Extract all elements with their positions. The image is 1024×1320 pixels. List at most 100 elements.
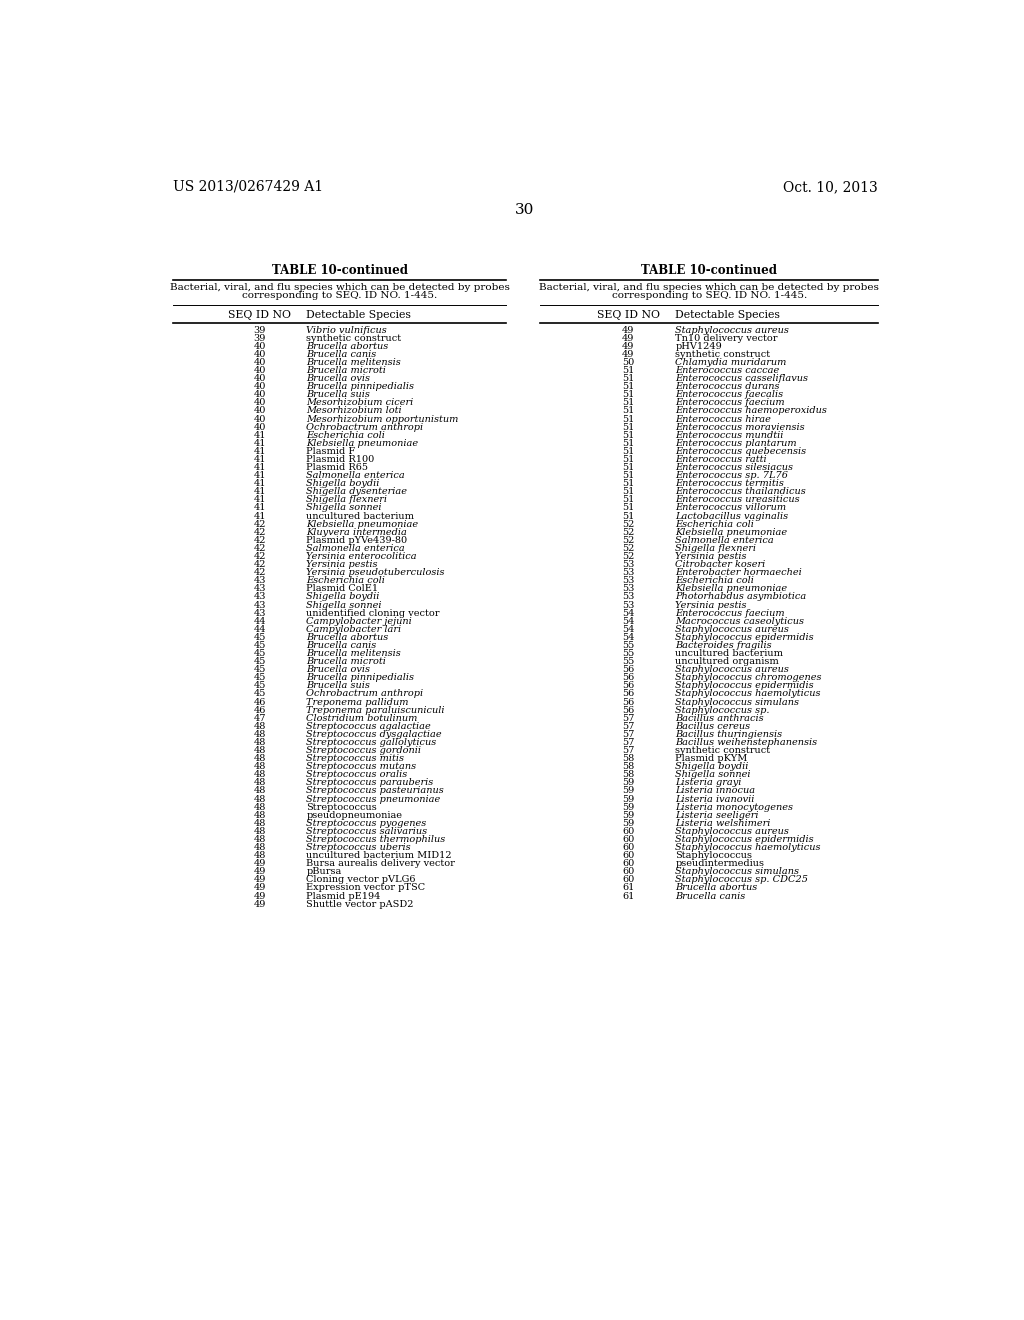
Text: 48: 48	[253, 810, 266, 820]
Text: Enterobacter hormaechei: Enterobacter hormaechei	[676, 568, 802, 577]
Text: pseudintermedius: pseudintermedius	[676, 859, 765, 869]
Text: 53: 53	[622, 585, 634, 593]
Text: Enterococcus quebecensis: Enterococcus quebecensis	[676, 447, 807, 455]
Text: 43: 43	[253, 609, 266, 618]
Text: 57: 57	[622, 722, 634, 731]
Text: Staphylococcus aureus: Staphylococcus aureus	[676, 665, 790, 675]
Text: 54: 54	[622, 632, 634, 642]
Text: 56: 56	[622, 673, 634, 682]
Text: Brucella ovis: Brucella ovis	[306, 374, 371, 383]
Text: 51: 51	[622, 414, 634, 424]
Text: Brucella microti: Brucella microti	[306, 657, 386, 667]
Text: 40: 40	[253, 374, 266, 383]
Text: 49: 49	[622, 334, 634, 343]
Text: 48: 48	[253, 843, 266, 851]
Text: 53: 53	[622, 601, 634, 610]
Text: 51: 51	[622, 438, 634, 447]
Text: Streptococcus agalactiae: Streptococcus agalactiae	[306, 722, 431, 731]
Text: Enterococcus sp. 7L76: Enterococcus sp. 7L76	[676, 471, 788, 480]
Text: 48: 48	[253, 818, 266, 828]
Text: uncultured organism: uncultured organism	[676, 657, 779, 667]
Text: 48: 48	[253, 738, 266, 747]
Text: Staphylococcus simulans: Staphylococcus simulans	[676, 867, 800, 876]
Text: Bacillus anthracis: Bacillus anthracis	[676, 714, 764, 722]
Text: SEQ ID NO: SEQ ID NO	[228, 310, 291, 319]
Text: 42: 42	[253, 528, 266, 537]
Text: synthetic construct: synthetic construct	[676, 350, 771, 359]
Text: 45: 45	[253, 657, 266, 667]
Text: 41: 41	[253, 471, 266, 480]
Text: Streptococcus gallolyticus: Streptococcus gallolyticus	[306, 738, 436, 747]
Text: 41: 41	[253, 512, 266, 520]
Text: 42: 42	[253, 568, 266, 577]
Text: Bacterial, viral, and flu species which can be detected by probes: Bacterial, viral, and flu species which …	[170, 284, 510, 292]
Text: 43: 43	[253, 577, 266, 585]
Text: Plasmid R65: Plasmid R65	[306, 463, 369, 473]
Text: Photorhabdus asymbiotica: Photorhabdus asymbiotica	[676, 593, 807, 602]
Text: 40: 40	[253, 383, 266, 391]
Text: Escherichia coli: Escherichia coli	[306, 430, 385, 440]
Text: 51: 51	[622, 503, 634, 512]
Text: 53: 53	[622, 577, 634, 585]
Text: Enterococcus moraviensis: Enterococcus moraviensis	[676, 422, 805, 432]
Text: Listeria monocytogenes: Listeria monocytogenes	[676, 803, 794, 812]
Text: Brucella melitensis: Brucella melitensis	[306, 358, 401, 367]
Text: 52: 52	[622, 544, 634, 553]
Text: Treponema paraluiscuniculi: Treponema paraluiscuniculi	[306, 706, 444, 714]
Text: 59: 59	[622, 787, 634, 796]
Text: 43: 43	[253, 593, 266, 602]
Text: Brucella canis: Brucella canis	[676, 891, 745, 900]
Text: 43: 43	[253, 585, 266, 593]
Text: 49: 49	[253, 875, 266, 884]
Text: 41: 41	[253, 455, 266, 463]
Text: Plasmid F: Plasmid F	[306, 447, 355, 455]
Text: 48: 48	[253, 730, 266, 739]
Text: 45: 45	[253, 689, 266, 698]
Text: 56: 56	[622, 706, 634, 714]
Text: Citrobacter koseri: Citrobacter koseri	[676, 560, 766, 569]
Text: pHV1249: pHV1249	[676, 342, 722, 351]
Text: 54: 54	[622, 616, 634, 626]
Text: Streptococcus dysgalactiae: Streptococcus dysgalactiae	[306, 730, 442, 739]
Text: US 2013/0267429 A1: US 2013/0267429 A1	[173, 180, 324, 194]
Text: Listeria ivanovii: Listeria ivanovii	[676, 795, 755, 804]
Text: 51: 51	[622, 422, 634, 432]
Text: Tn10 delivery vector: Tn10 delivery vector	[676, 334, 778, 343]
Text: 51: 51	[622, 463, 634, 473]
Text: Listeria welshimeri: Listeria welshimeri	[676, 818, 771, 828]
Text: 41: 41	[253, 503, 266, 512]
Text: Shigella sonnei: Shigella sonnei	[306, 601, 382, 610]
Text: 58: 58	[622, 754, 634, 763]
Text: 54: 54	[622, 609, 634, 618]
Text: 60: 60	[622, 875, 634, 884]
Text: 46: 46	[253, 697, 266, 706]
Text: 46: 46	[253, 706, 266, 714]
Text: Enterococcus faecium: Enterococcus faecium	[676, 609, 785, 618]
Text: Brucella suis: Brucella suis	[306, 391, 370, 399]
Text: synthetic construct: synthetic construct	[676, 746, 771, 755]
Text: 51: 51	[622, 366, 634, 375]
Text: 51: 51	[622, 455, 634, 463]
Text: synthetic construct: synthetic construct	[306, 334, 401, 343]
Text: SEQ ID NO: SEQ ID NO	[597, 310, 659, 319]
Text: 53: 53	[622, 568, 634, 577]
Text: 49: 49	[253, 891, 266, 900]
Text: Klebsiella pneumoniae: Klebsiella pneumoniae	[676, 528, 787, 537]
Text: Enterococcus durans: Enterococcus durans	[676, 383, 780, 391]
Text: Enterococcus silesiacus: Enterococcus silesiacus	[676, 463, 794, 473]
Text: 59: 59	[622, 795, 634, 804]
Text: Streptococcus thermophilus: Streptococcus thermophilus	[306, 836, 445, 843]
Text: Streptococcus parauberis: Streptococcus parauberis	[306, 779, 433, 787]
Text: 51: 51	[622, 399, 634, 408]
Text: 51: 51	[622, 512, 634, 520]
Text: Ochrobactrum anthropi: Ochrobactrum anthropi	[306, 689, 423, 698]
Text: 39: 39	[253, 334, 266, 343]
Text: 51: 51	[622, 391, 634, 399]
Text: 55: 55	[622, 649, 634, 657]
Text: Brucella pinnipedialis: Brucella pinnipedialis	[306, 383, 415, 391]
Text: Staphylococcus sp. CDC25: Staphylococcus sp. CDC25	[676, 875, 809, 884]
Text: 48: 48	[253, 826, 266, 836]
Text: Bacterial, viral, and flu species which can be detected by probes: Bacterial, viral, and flu species which …	[540, 284, 880, 292]
Text: Yersinia pestis: Yersinia pestis	[676, 552, 746, 561]
Text: 60: 60	[622, 836, 634, 843]
